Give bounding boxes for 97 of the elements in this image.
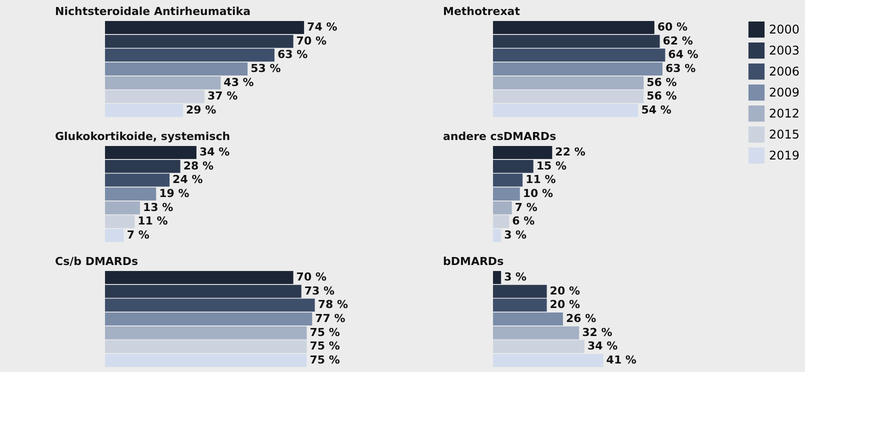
bar	[493, 62, 662, 76]
bar	[493, 201, 512, 214]
chart-title: Methotrexat	[443, 5, 520, 18]
legend-label: 2009	[769, 86, 800, 100]
data-label: 62 %	[662, 34, 693, 48]
chart-title: Nichtsteroidale Antirheumatika	[55, 5, 251, 18]
data-label: 20 %	[550, 298, 580, 312]
data-label: 41 %	[606, 354, 636, 366]
data-label: 54 %	[641, 104, 672, 116]
bar	[493, 34, 660, 48]
bar	[105, 228, 124, 242]
bar	[493, 76, 644, 90]
bar	[105, 34, 294, 48]
data-label: 20 %	[550, 284, 580, 298]
chart-title: andere csDMARDs	[443, 130, 557, 143]
bar	[105, 326, 307, 340]
bar	[493, 215, 510, 228]
data-label: 32 %	[582, 326, 612, 339]
bar	[105, 215, 135, 228]
bar	[105, 62, 248, 76]
legend-label: 2019	[769, 148, 800, 162]
data-label: 60 %	[657, 20, 688, 34]
bar	[105, 298, 315, 312]
data-label: 74 %	[307, 20, 338, 34]
bar	[105, 188, 156, 200]
data-label: 63 %	[277, 48, 308, 62]
data-label: 11 %	[526, 173, 556, 186]
data-label: 73 %	[304, 284, 335, 298]
data-label: 77 %	[315, 312, 346, 325]
chart-title: bDMARDs	[443, 255, 504, 268]
data-label: 28 %	[183, 159, 214, 172]
bar	[105, 284, 302, 298]
data-label: 6 %	[512, 214, 535, 228]
bar	[493, 228, 502, 242]
data-label: 53 %	[250, 62, 281, 75]
data-label: 29 %	[186, 104, 216, 116]
data-label: 7 %	[126, 228, 150, 242]
bar	[493, 48, 666, 62]
data-label: 75 %	[310, 340, 340, 353]
bar	[493, 326, 580, 340]
data-label: 22 %	[555, 146, 586, 158]
bar	[105, 354, 307, 367]
bar	[493, 284, 547, 298]
bar	[493, 160, 534, 173]
data-label: 75 %	[310, 326, 340, 339]
bar	[105, 76, 221, 90]
bar	[493, 174, 523, 187]
data-label: 13 %	[142, 200, 174, 214]
bar	[105, 146, 196, 160]
bar	[105, 160, 180, 173]
data-label: 26 %	[566, 312, 596, 325]
bar	[105, 104, 184, 117]
bar	[105, 21, 304, 34]
bar	[493, 21, 654, 34]
data-label: 63 %	[665, 62, 696, 75]
bar	[105, 201, 140, 214]
bar	[493, 188, 520, 200]
data-label: 75 %	[310, 354, 340, 366]
data-label: 56 %	[646, 76, 677, 89]
bar	[493, 90, 644, 104]
data-label: 3 %	[504, 228, 527, 242]
data-label: 24 %	[172, 173, 203, 186]
bar	[105, 312, 312, 326]
legend-label: 2015	[769, 128, 800, 142]
bar	[105, 174, 170, 187]
data-label: 15 %	[536, 159, 567, 172]
bar	[105, 48, 274, 62]
legend-label: 2012	[769, 106, 800, 120]
data-label: 56 %	[646, 90, 677, 103]
legend-label: 2006	[769, 64, 800, 78]
data-label: 7 %	[514, 200, 538, 214]
bar	[105, 271, 294, 284]
chart-title: Cs/b DMARDs	[55, 255, 139, 268]
data-label: 43 %	[224, 76, 254, 89]
legend-label: 2000	[769, 22, 800, 36]
data-label: 34 %	[587, 340, 618, 353]
bar	[493, 104, 638, 117]
data-label: 19 %	[159, 187, 190, 200]
chart-title: Glukokortikoide, systemisch	[55, 130, 230, 143]
bar	[493, 146, 552, 160]
bar	[493, 271, 502, 284]
bar	[493, 312, 563, 326]
data-label: 10 %	[522, 187, 554, 200]
bar	[105, 340, 307, 354]
data-label: 70 %	[296, 270, 326, 284]
data-label: 34 %	[199, 146, 230, 158]
bar	[493, 340, 584, 354]
bar	[493, 298, 547, 312]
bar	[493, 354, 604, 367]
data-label: 11 %	[138, 214, 168, 228]
bar	[105, 90, 205, 104]
data-label: 78 %	[318, 298, 348, 312]
data-label: 37 %	[208, 90, 238, 103]
data-label: 70 %	[296, 34, 326, 48]
legend-label: 2003	[769, 44, 800, 58]
data-label: 3 %	[504, 270, 527, 284]
data-label: 64 %	[668, 48, 698, 62]
